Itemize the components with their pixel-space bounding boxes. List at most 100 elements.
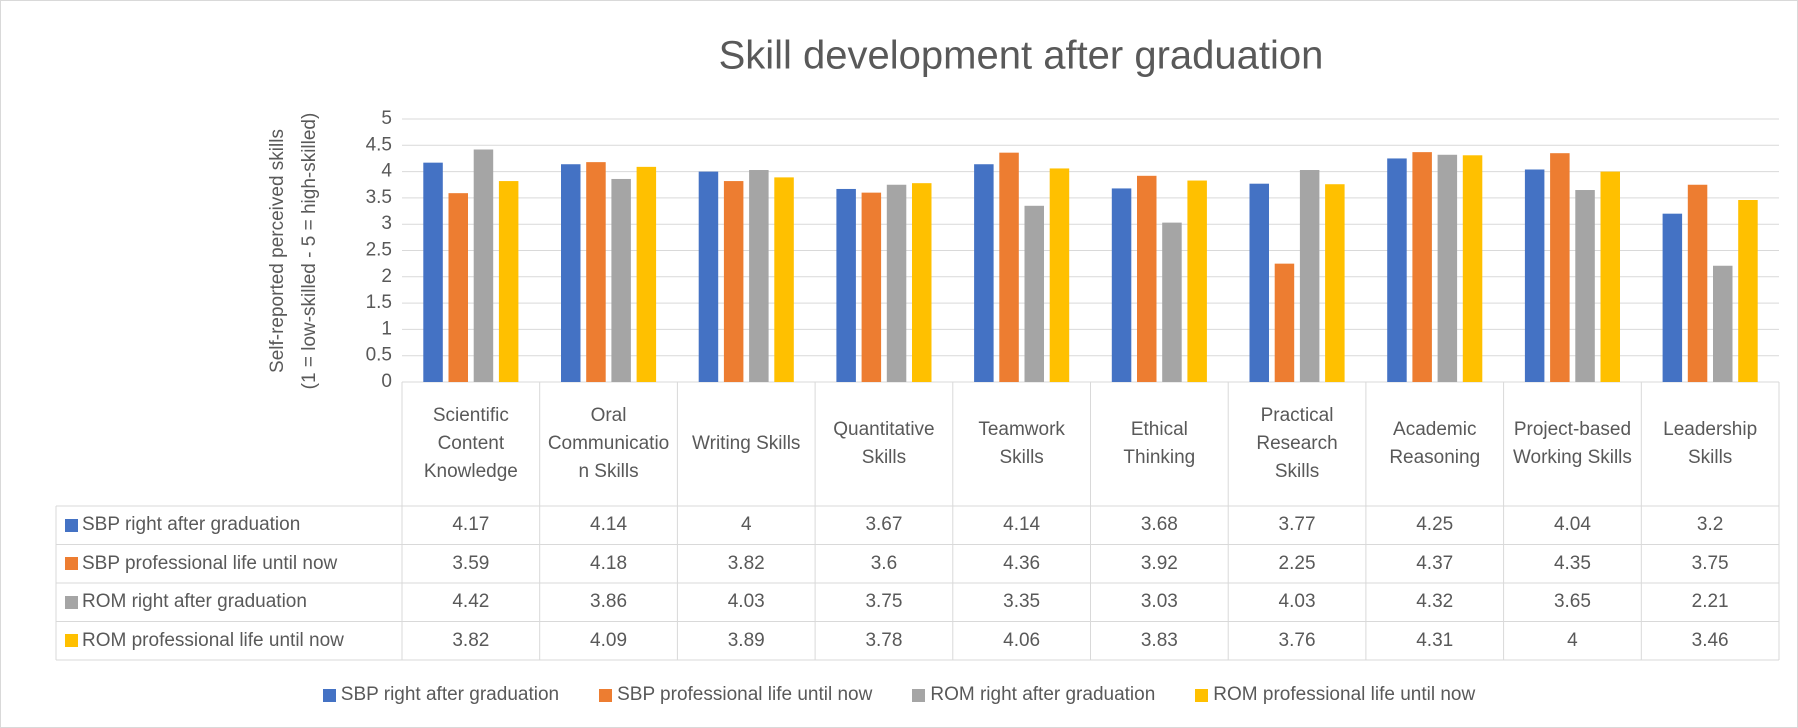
table-value: 4.09 bbox=[590, 629, 628, 651]
bar bbox=[912, 183, 932, 382]
legend-swatch bbox=[1195, 688, 1209, 702]
bar bbox=[861, 192, 882, 382]
bar bbox=[1299, 170, 1320, 382]
table-value: 4.06 bbox=[1003, 629, 1041, 651]
bar bbox=[1575, 190, 1595, 382]
bar bbox=[1524, 169, 1545, 382]
bar bbox=[723, 181, 744, 382]
bar bbox=[498, 181, 519, 382]
table-value: 3.75 bbox=[865, 591, 903, 613]
y-tick-label: 3.5 bbox=[366, 187, 392, 208]
legend-key bbox=[65, 595, 78, 609]
table-value: 2.21 bbox=[1691, 591, 1729, 613]
bar bbox=[1550, 153, 1570, 382]
bar bbox=[1024, 205, 1044, 382]
y-tick-label: 1 bbox=[381, 318, 392, 339]
legend-item: ROM right after graduation bbox=[912, 681, 1155, 709]
x-tick-label: Scientific Content Knowledge bbox=[423, 405, 518, 482]
bar bbox=[611, 178, 631, 382]
bar bbox=[1274, 263, 1295, 382]
x-tick-label: Ethical Thinking bbox=[1123, 419, 1196, 468]
y-axis-label: Self-reported perceived skills bbox=[267, 129, 288, 373]
table-row-label: ROM right after graduation bbox=[82, 591, 307, 613]
table-value: 3.75 bbox=[1691, 552, 1729, 574]
table-value: 4 bbox=[740, 514, 752, 536]
legend: SBP right after graduation SBP profession… bbox=[1, 681, 1797, 709]
legend-item: SBP professional life until now bbox=[599, 681, 872, 709]
table-value: 3.59 bbox=[452, 552, 490, 574]
bar bbox=[1325, 184, 1345, 382]
bar bbox=[1412, 152, 1432, 382]
table-value: 4.25 bbox=[1416, 514, 1454, 536]
y-tick-label: 5 bbox=[381, 108, 392, 129]
table-value: 4.04 bbox=[1553, 514, 1591, 536]
legend-label: ROM right after graduation bbox=[930, 684, 1156, 705]
table-value: 3.77 bbox=[1278, 514, 1316, 536]
y-tick-label: 4 bbox=[381, 161, 392, 182]
legend-key bbox=[65, 518, 78, 532]
legend-item: ROM professional life until now bbox=[1195, 681, 1475, 709]
table-value: 3.86 bbox=[590, 591, 628, 613]
table-value: 4.32 bbox=[1416, 591, 1454, 613]
table-value: 4.17 bbox=[452, 514, 490, 536]
table-value: 2.25 bbox=[1278, 552, 1316, 574]
table-value: 4 bbox=[1567, 629, 1578, 651]
bar bbox=[1437, 154, 1458, 382]
bar bbox=[448, 193, 468, 382]
table-value: 3.78 bbox=[865, 629, 903, 651]
bar bbox=[1249, 183, 1269, 382]
bar bbox=[1387, 158, 1407, 382]
legend-swatch bbox=[912, 688, 926, 702]
legend-label: SBP professional life until now bbox=[617, 684, 873, 705]
table-value: 4.36 bbox=[1003, 552, 1041, 574]
chart-title: Skill development after graduation bbox=[719, 34, 1324, 78]
bar bbox=[1713, 265, 1733, 382]
bar bbox=[1162, 222, 1182, 382]
x-tick-label: Teamwork Skills bbox=[978, 419, 1065, 468]
bar bbox=[423, 162, 443, 382]
table-value: 4.03 bbox=[727, 591, 765, 613]
table-value: 3.2 bbox=[1696, 514, 1724, 536]
table-value: 3.92 bbox=[1140, 552, 1178, 574]
x-tick-label: Practical Research Skills bbox=[1256, 405, 1338, 482]
x-tick-label: Oral Communication Skills bbox=[547, 405, 670, 482]
table-value: 3.82 bbox=[452, 629, 490, 651]
bar bbox=[999, 152, 1019, 382]
legend-label: ROM professional life until now bbox=[1213, 684, 1476, 705]
legend-label: SBP right after graduation bbox=[340, 684, 560, 705]
bar bbox=[886, 184, 907, 382]
legend-key bbox=[65, 557, 78, 571]
bar bbox=[749, 170, 769, 382]
table-value: 3.76 bbox=[1278, 629, 1316, 651]
bar bbox=[636, 166, 657, 382]
table-value: 4.35 bbox=[1553, 552, 1591, 574]
y-tick-label: 2.5 bbox=[366, 240, 392, 261]
bar bbox=[774, 177, 794, 382]
bar bbox=[1662, 213, 1683, 382]
bar bbox=[1111, 188, 1132, 382]
table-value: 4.18 bbox=[590, 552, 628, 574]
bar bbox=[698, 171, 719, 382]
table-value: 3.46 bbox=[1691, 629, 1729, 651]
bar bbox=[1600, 171, 1620, 382]
table-value: 4.37 bbox=[1416, 552, 1454, 574]
table-row-label: SBP right after graduation bbox=[82, 514, 301, 536]
y-tick-label: 0.5 bbox=[366, 345, 392, 366]
table-value: 3.65 bbox=[1553, 591, 1591, 613]
x-tick-label: Academic Reasoning bbox=[1389, 419, 1481, 468]
legend-swatch bbox=[322, 688, 336, 702]
legend-key bbox=[65, 634, 78, 648]
bar bbox=[561, 164, 581, 382]
table-value: 4.03 bbox=[1278, 591, 1316, 613]
bar bbox=[1462, 155, 1483, 382]
bar bbox=[1137, 175, 1157, 382]
table-value: 3.6 bbox=[870, 552, 898, 574]
bar bbox=[586, 162, 606, 382]
table-value: 3.89 bbox=[727, 629, 765, 651]
bar bbox=[836, 188, 856, 382]
table-value: 4.14 bbox=[1003, 514, 1041, 536]
y-tick-label: 2 bbox=[381, 266, 392, 287]
table-value: 3.67 bbox=[865, 514, 903, 536]
